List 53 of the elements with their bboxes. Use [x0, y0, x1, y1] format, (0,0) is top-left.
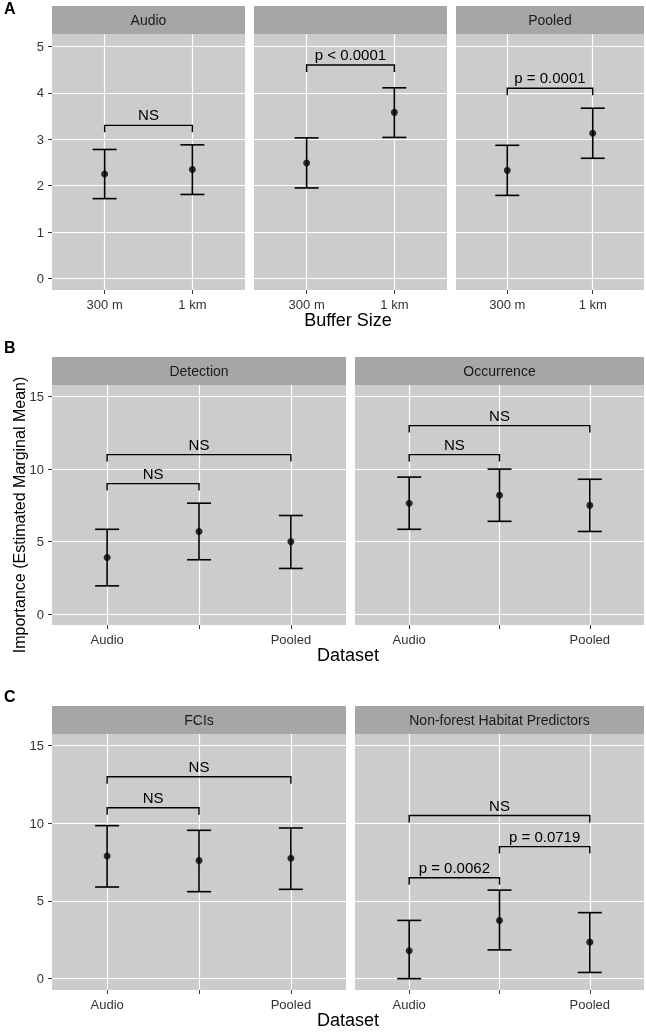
annotation: NS: [188, 757, 210, 775]
x-tick-label: Audio: [392, 997, 426, 1012]
y-tick-label: 3: [36, 131, 44, 147]
x-axis-title: Dataset: [316, 645, 380, 665]
text: A: [4, 0, 16, 18]
x-tick-label: Audio: [392, 632, 426, 647]
annotation: NS: [142, 788, 164, 806]
annotation: NS: [138, 106, 159, 124]
chart-title: FCIs: [52, 706, 346, 734]
annotation: NS: [489, 406, 510, 424]
x-tick-label: 300 m: [288, 297, 325, 312]
x-tick-label: Pooled: [270, 997, 312, 1012]
x-axis-title: Buffer Size: [304, 310, 392, 330]
chart-title: Occurrence: [355, 357, 644, 385]
y-tick-label: 5: [36, 534, 44, 550]
y-tick-label: 15: [29, 738, 44, 754]
y-tick-label: 10: [29, 461, 44, 477]
y-axis-title: Importance (Estimated Marginal Mean): [11, 376, 28, 654]
y-tick-label: 0: [36, 270, 44, 286]
x-tick-label: Audio: [90, 632, 124, 647]
x-tick-label: 1 km: [578, 297, 607, 312]
y-tick-label: 10: [29, 815, 44, 831]
chart-title: Non-forest Habitat Predictors: [355, 706, 644, 734]
annotation: NS: [188, 435, 210, 453]
text: B: [4, 339, 16, 357]
y-tick-label: 15: [29, 389, 44, 405]
chart-title: Audio: [52, 6, 245, 34]
text: C: [4, 688, 16, 706]
x-tick-label: 1 km: [380, 297, 409, 312]
x-tick-label: 1 km: [178, 297, 207, 312]
y-tick-label: 1: [36, 224, 44, 240]
annotation: p = 0.0719: [508, 827, 581, 845]
x-axis-title: Dataset: [316, 1010, 380, 1030]
x-tick-label: Pooled: [569, 632, 611, 647]
annotation: p = 0.0001: [514, 69, 586, 87]
x-tick-label: Audio: [90, 997, 124, 1012]
y-tick-label: 0: [36, 971, 44, 987]
y-tick-label: 0: [36, 606, 44, 622]
x-tick-label: Pooled: [270, 632, 312, 647]
y-tick-label: 5: [36, 893, 44, 909]
annotation: p < 0.0001: [314, 46, 387, 64]
x-tick-label: Pooled: [569, 997, 611, 1012]
annotation: p = 0.0062: [418, 858, 491, 876]
x-tick-label: 300 m: [489, 297, 526, 312]
annotation: NS: [489, 796, 510, 814]
annotation: NS: [142, 464, 164, 482]
annotation: NS: [443, 435, 465, 453]
chart-title: Pooled: [456, 6, 644, 34]
x-tick-label: 300 m: [86, 297, 123, 312]
y-tick-label: 4: [36, 85, 44, 101]
y-tick-label: 2: [36, 178, 44, 194]
chart-title: Detection: [52, 357, 346, 385]
y-tick-label: 5: [36, 39, 44, 55]
